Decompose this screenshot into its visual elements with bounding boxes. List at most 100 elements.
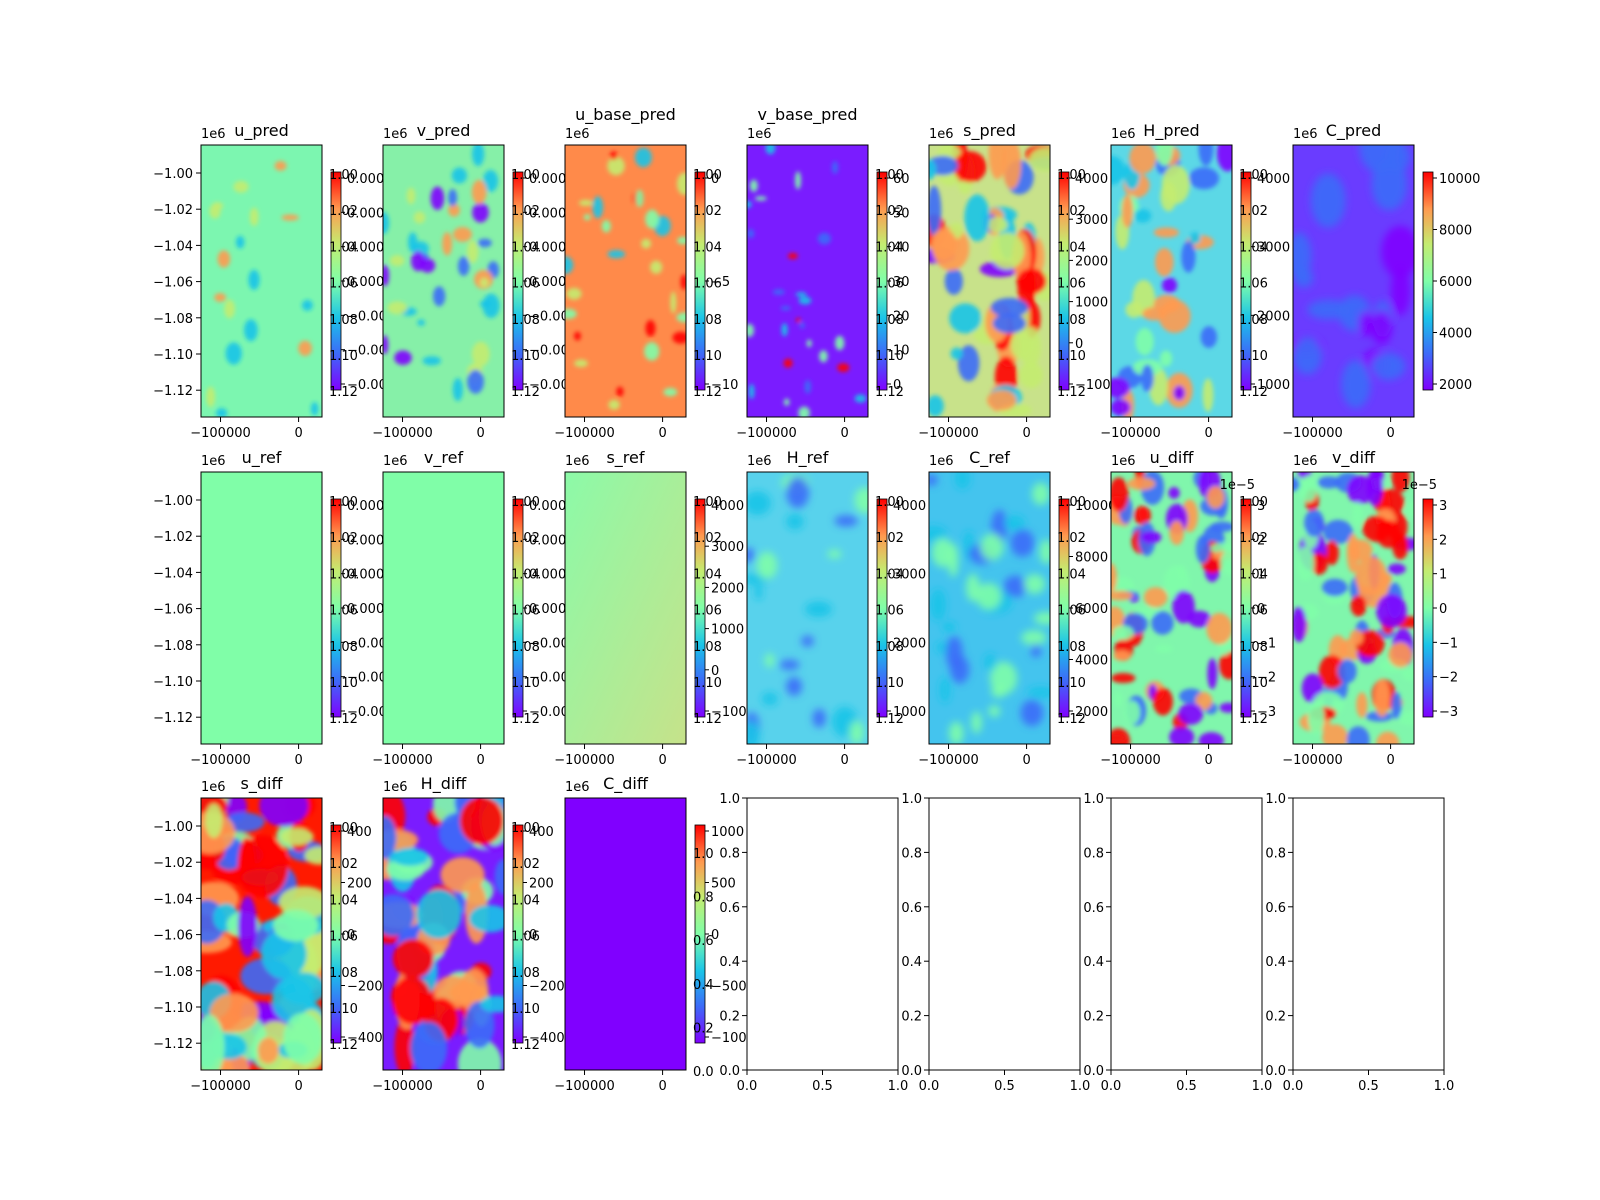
colorbar-overlap-label: 1.08: [511, 640, 540, 655]
field-feature: [574, 359, 588, 368]
axes-frame: [1110, 471, 1233, 745]
field-feature: [482, 293, 500, 319]
field-feature: [214, 292, 227, 302]
axes-frame: [200, 471, 323, 745]
field-feature: [1111, 155, 1126, 185]
x-tick-label: 1.0: [1252, 1079, 1273, 1094]
colorbar-overlap-label: 1.00: [693, 168, 722, 183]
y-tick-label: 0.0: [1083, 1064, 1104, 1079]
field-feature: [1307, 700, 1325, 735]
colorbar-overlap-label: 1.06: [693, 277, 722, 292]
field-feature: [1133, 209, 1152, 223]
axes-frame: [928, 797, 1081, 1071]
colorbar-tick-label: −1000: [711, 1031, 755, 1046]
x-tick-label: 0.0: [1283, 1079, 1304, 1094]
subplot-s_diff: s_diff 1e6 −100000 0 −1.00 −1.02 −1.04 −1.06 −1.…: [153, 774, 383, 1094]
colorbar-tick-label: 8000: [1439, 224, 1472, 239]
field-feature: [1293, 477, 1300, 492]
field-feature: [941, 621, 957, 633]
x-tick-label: 0.0: [1101, 1079, 1122, 1094]
field-feature: [650, 260, 663, 274]
field-feature: [1391, 472, 1410, 493]
heatmap-field: [1111, 472, 1232, 744]
colorbar-overlap-label: 1.10: [1239, 676, 1268, 691]
field-feature: [1355, 556, 1387, 596]
colorbar-overlap-label: 1.06: [1239, 277, 1268, 292]
y-tick-label: −1.02: [153, 203, 193, 218]
y-tick-label: 0.0: [1265, 1064, 1286, 1079]
colorbar-overlap-label: 1.08: [1057, 640, 1086, 655]
x-tick-label: −100000: [554, 1079, 615, 1094]
field-feature: [1024, 574, 1046, 594]
field-feature: [945, 636, 963, 670]
colorbar-overlap-label: 1.10: [693, 349, 722, 364]
field-feature: [1177, 565, 1186, 579]
colorbar-overlap-label: 1.00: [1057, 168, 1086, 183]
colorbar-tick-label: 0: [1439, 602, 1447, 617]
field-feature: [1219, 651, 1232, 680]
y-tick-label: −1.04: [153, 239, 193, 254]
axes-frame: [1110, 797, 1263, 1071]
field-feature: [217, 250, 231, 268]
axes-frame: [1292, 797, 1445, 1071]
field-feature: [578, 199, 593, 207]
subplot-title: s_diff: [241, 774, 284, 794]
field-feature: [837, 363, 850, 373]
field-feature: [244, 319, 258, 342]
field-feature: [237, 896, 258, 957]
colorbar-overlap-label: 0.0: [693, 1065, 714, 1080]
colorbar-overlap-label: 1.10: [329, 676, 358, 691]
colorbar-overlap-label: 1.12: [693, 385, 722, 400]
field-feature: [676, 172, 686, 196]
field-feature: [592, 196, 604, 219]
colorbar-overlap-label: 1.06: [329, 277, 358, 292]
colorbar-overlap-label: 1.02: [511, 204, 540, 219]
colorbar-tick-label: 0: [893, 378, 901, 393]
colorbar-tick-label: 0.0001: [347, 568, 393, 583]
heatmap-field: [747, 472, 868, 744]
heatmap-base: [565, 472, 686, 744]
field-feature: [1188, 167, 1220, 190]
field-feature: [1027, 686, 1050, 698]
field-feature: [283, 1013, 322, 1065]
field-feature: [408, 232, 418, 253]
field-feature: [834, 515, 858, 527]
x-tick-label: −100000: [372, 753, 433, 768]
field-feature: [827, 549, 842, 559]
colorbar-tick-label: 1000: [1075, 296, 1108, 311]
field-feature: [607, 250, 626, 259]
field-feature: [1402, 667, 1414, 681]
colorbar-tick-label: 0.0003: [529, 172, 575, 187]
field-feature: [1148, 367, 1168, 406]
field-feature: [479, 300, 492, 308]
field-feature: [1111, 477, 1129, 512]
field-feature: [798, 406, 811, 417]
field-feature: [1113, 650, 1131, 661]
field-feature: [201, 1014, 225, 1070]
field-feature: [787, 253, 798, 260]
y-offset-label: 1e6: [383, 454, 408, 469]
x-tick-label: −100000: [190, 1079, 251, 1094]
y-tick-label: −1.10: [153, 348, 193, 363]
colorbar-tick-label: 400: [529, 825, 554, 840]
subplot-title: s_pred: [963, 121, 1016, 141]
axes-frame: [1292, 471, 1415, 745]
colorbar-tick-label: 3000: [1075, 213, 1108, 228]
colorbar-overlap-label: 1.06: [329, 604, 358, 619]
field-feature: [298, 340, 312, 356]
colorbar-tick-label: 0: [347, 928, 355, 943]
colorbar-tick-label: 200: [529, 877, 554, 892]
y-tick-label: 0.4: [719, 955, 740, 970]
field-feature: [573, 331, 581, 341]
y-tick-label: 1.0: [901, 792, 922, 807]
field-feature: [280, 828, 314, 846]
colorbar-tick-label: −500: [711, 980, 747, 995]
field-feature: [747, 721, 760, 744]
colorbar-overlap-label: 1.12: [1057, 385, 1086, 400]
field-feature: [310, 402, 319, 416]
field-feature: [754, 585, 763, 600]
field-feature: [1374, 678, 1390, 717]
field-feature: [1129, 145, 1156, 174]
y-tick-label: −1.00: [153, 820, 193, 835]
field-feature: [211, 202, 224, 210]
